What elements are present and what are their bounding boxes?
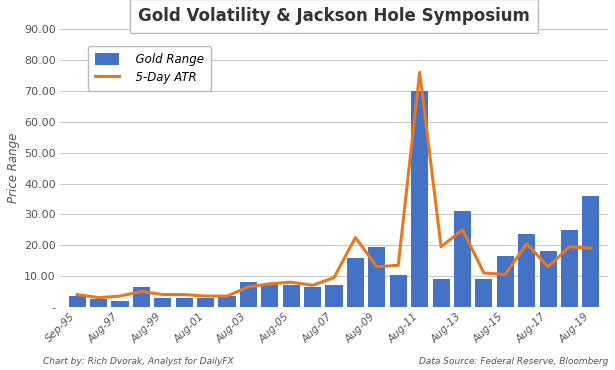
Bar <box>411 91 428 307</box>
Bar <box>561 230 578 307</box>
Bar <box>304 287 321 307</box>
Legend:   Gold Range,   5-Day ATR: Gold Range, 5-Day ATR <box>88 46 211 91</box>
Bar <box>261 284 279 307</box>
Bar <box>111 301 129 307</box>
Bar <box>497 256 514 307</box>
Bar <box>390 275 407 307</box>
Bar <box>154 297 172 307</box>
Bar <box>347 258 364 307</box>
Title: Gold Volatility & Jackson Hole Symposium: Gold Volatility & Jackson Hole Symposium <box>138 7 530 25</box>
Bar <box>582 196 600 307</box>
Bar <box>368 247 386 307</box>
Bar <box>539 251 557 307</box>
Bar <box>218 296 236 307</box>
Bar <box>432 279 450 307</box>
Bar <box>90 299 107 307</box>
Bar <box>240 282 257 307</box>
Bar <box>69 296 85 307</box>
Bar <box>475 279 493 307</box>
Bar <box>197 297 214 307</box>
Bar <box>518 235 535 307</box>
Y-axis label: Price Range: Price Range <box>7 133 20 203</box>
Text: Chart by: Rich Dvorak, Analyst for DailyFX: Chart by: Rich Dvorak, Analyst for Daily… <box>43 357 234 366</box>
Bar <box>283 285 300 307</box>
Bar <box>133 287 150 307</box>
Bar <box>176 297 192 307</box>
Bar <box>454 211 471 307</box>
Text: Data Source: Federal Reserve, Bloomberg: Data Source: Federal Reserve, Bloomberg <box>419 357 609 366</box>
Bar <box>325 285 343 307</box>
